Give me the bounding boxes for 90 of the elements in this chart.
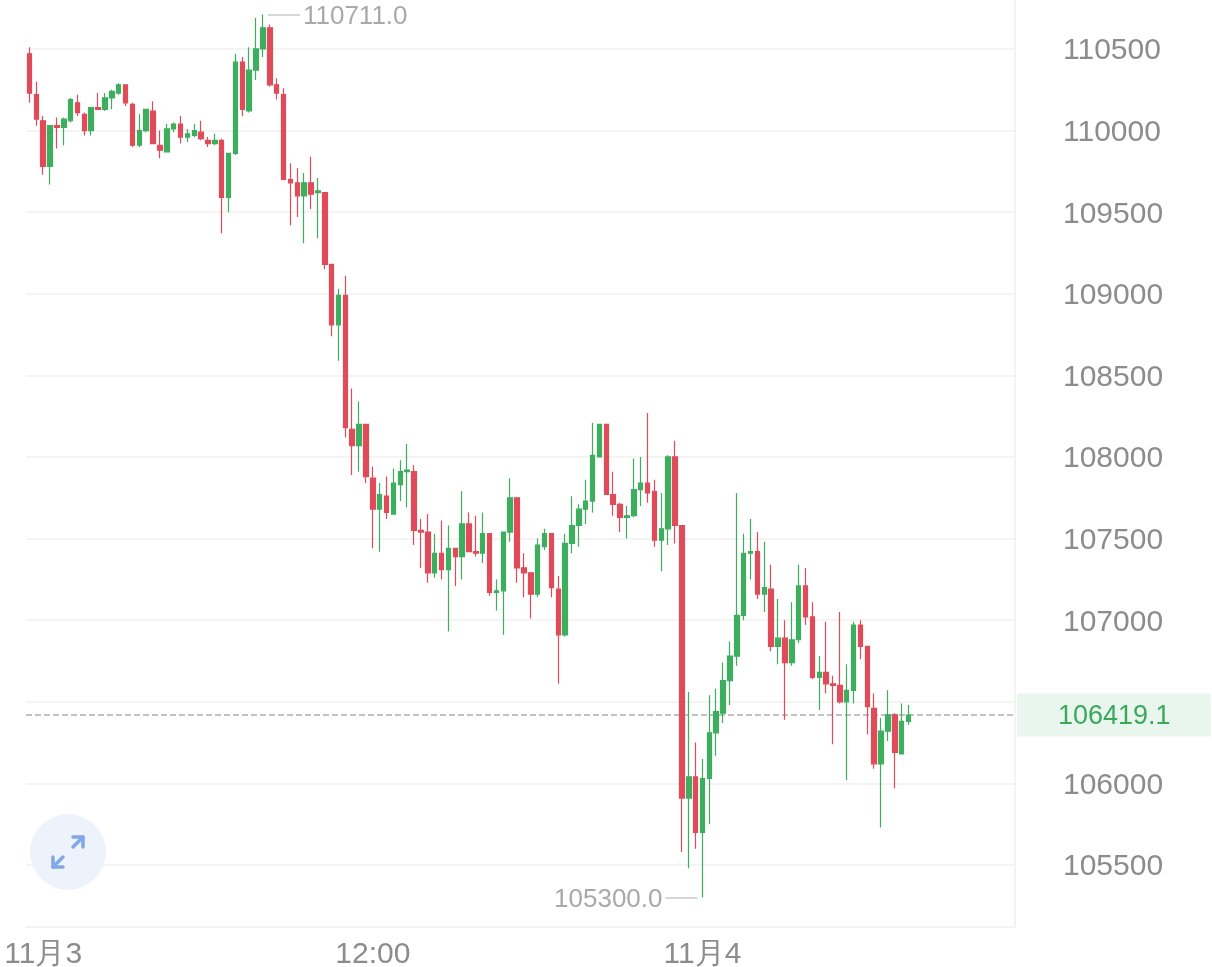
- annotation: 110711.0: [302, 0, 408, 30]
- candlestick: [747, 518, 754, 580]
- candlestick: [596, 423, 603, 458]
- candlestick: [850, 621, 857, 705]
- candlestick: [445, 524, 452, 633]
- candlestick: [802, 567, 809, 626]
- candlestick: [891, 712, 899, 789]
- candlestick: [555, 575, 562, 685]
- y-tick-label: 108000: [1063, 440, 1164, 474]
- candlestick: [177, 115, 184, 145]
- candlestick: [898, 702, 905, 755]
- candlestick: [46, 125, 54, 186]
- candlestick: [774, 598, 782, 665]
- candlestick: [541, 528, 548, 551]
- candlestick: [692, 741, 699, 850]
- candlestick: [39, 115, 47, 176]
- candlestick: [493, 578, 500, 611]
- candlestick: [197, 120, 205, 141]
- candlestick: [225, 152, 232, 213]
- candlestick: [218, 138, 225, 234]
- ref-line-label: 106419.1: [1058, 699, 1171, 730]
- candlestick: [857, 619, 864, 660]
- candlestick: [232, 53, 239, 156]
- candlestick: [390, 467, 397, 515]
- candlestick: [335, 288, 342, 362]
- candlestick: [781, 619, 789, 721]
- candlestick: [355, 400, 363, 473]
- candlestick: [53, 116, 61, 150]
- y-tick-label: 105500: [1063, 848, 1164, 882]
- y-tick-label: 109500: [1063, 195, 1164, 229]
- candlestick: [548, 533, 555, 598]
- candlestick: [26, 46, 33, 104]
- candlestick: [458, 490, 466, 580]
- candlestick: [534, 537, 541, 598]
- candlestick: [644, 412, 651, 504]
- candlestick: [191, 123, 198, 138]
- y-tick-label: 110000: [1063, 114, 1161, 148]
- x-tick-label: 11月4: [663, 935, 742, 967]
- candlestick: [816, 655, 823, 711]
- candlestick: [864, 645, 871, 736]
- candlestick: [431, 533, 438, 579]
- candlestick: [767, 564, 775, 652]
- x-tick-label: 11月3: [4, 935, 83, 967]
- candlestick: [314, 177, 322, 239]
- candlestick: [280, 87, 287, 181]
- candlestick: [81, 112, 88, 137]
- candlestick: [156, 129, 164, 159]
- candlestick: [651, 479, 658, 548]
- candlestick: [905, 704, 912, 726]
- candlestick: [294, 167, 301, 218]
- annotation: 105300.0: [554, 882, 663, 913]
- candlestick: [348, 387, 356, 476]
- y-tick-label: 107500: [1063, 522, 1164, 556]
- candlestick: [74, 94, 81, 117]
- candlestick: [122, 84, 129, 107]
- candlestick: [362, 423, 370, 484]
- candlestick: [287, 162, 294, 226]
- candlestick: [94, 92, 102, 110]
- candlestick: [761, 541, 768, 613]
- candlestick: [33, 81, 40, 127]
- y-tick-label: 110500: [1063, 32, 1161, 66]
- candlestick: [376, 482, 383, 553]
- candlestick: [699, 758, 706, 899]
- y-tick-label: 109000: [1063, 277, 1164, 311]
- candlestick: [211, 133, 219, 146]
- candlestick: [486, 533, 493, 597]
- candlestick: [307, 156, 315, 210]
- y-tick-label: 107000: [1063, 603, 1164, 637]
- candlestick: [87, 107, 95, 137]
- x-tick-label: 12:00: [335, 935, 411, 967]
- candlestick: [184, 128, 191, 143]
- candlestick: [149, 100, 157, 145]
- y-tick-label: 108500: [1063, 358, 1164, 392]
- candlestick: [239, 56, 246, 117]
- candlestick: [129, 102, 136, 148]
- candlestick: [685, 691, 693, 869]
- candlestick: [438, 520, 445, 580]
- candlestick: [300, 172, 308, 244]
- candlestick: [369, 466, 377, 549]
- candlestick: [452, 547, 459, 587]
- candlestick: [843, 663, 850, 781]
- candlestick: [589, 422, 596, 514]
- candlestick: [870, 693, 878, 770]
- candlestick: [342, 275, 349, 438]
- y-tick-label: 106000: [1063, 766, 1164, 800]
- candlestick: [479, 511, 486, 564]
- candlestick: [754, 531, 761, 600]
- candlestick: [809, 601, 816, 680]
- candlestick: [383, 475, 390, 520]
- candlestick: [204, 136, 212, 148]
